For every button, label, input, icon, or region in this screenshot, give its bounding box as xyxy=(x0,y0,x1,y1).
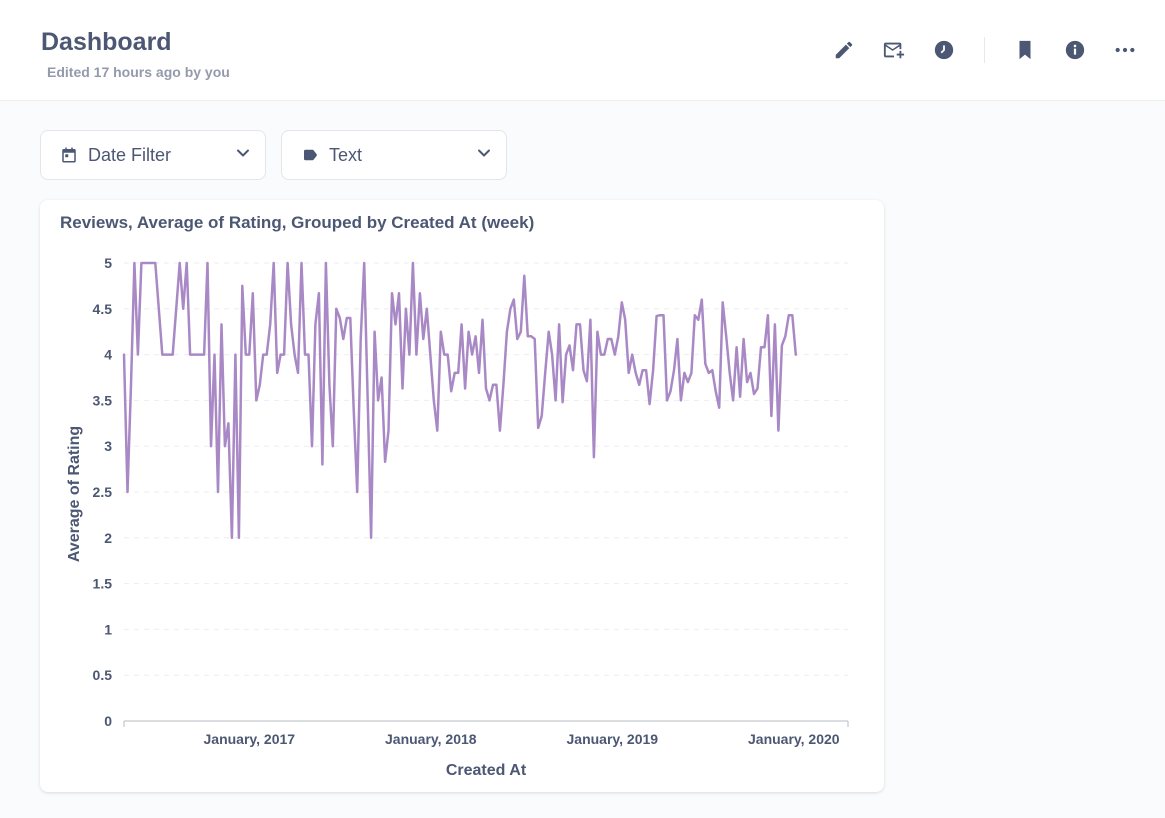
info-icon xyxy=(1065,40,1085,60)
x-tick-label: January, 2019 xyxy=(567,731,659,747)
date-filter-label: Date Filter xyxy=(88,144,172,165)
y-tick-label: 3.5 xyxy=(93,392,113,408)
y-tick-label: 0 xyxy=(104,713,112,729)
card-title[interactable]: Reviews, Average of Rating, Grouped by C… xyxy=(60,213,535,232)
dashboard-header: Dashboard Edited 17 hours ago by you xyxy=(0,0,1165,101)
y-axis: 0 0.5 1 1.5 2 2.5 3 3.5 4 4.5 5 xyxy=(93,255,113,729)
calendar-icon xyxy=(59,145,79,165)
x-tick-label: January, 2018 xyxy=(385,731,477,747)
tag-icon xyxy=(300,145,320,165)
x-axis-label: Created At xyxy=(446,762,527,779)
y-tick-label: 2.5 xyxy=(93,484,113,500)
y-tick-label: 1.5 xyxy=(93,576,113,592)
text-filter-label: Text xyxy=(329,144,363,165)
y-axis-label: Average of Rating xyxy=(66,426,83,562)
y-tick-label: 4 xyxy=(104,347,112,363)
chevron-down-icon xyxy=(235,145,251,166)
last-edited-info: Edited 17 hours ago by you xyxy=(47,64,230,80)
x-tick-label: January, 2017 xyxy=(204,731,296,747)
y-tick-label: 3 xyxy=(104,438,112,454)
x-tick-label: January, 2020 xyxy=(748,731,840,747)
more-button[interactable] xyxy=(1111,36,1139,64)
bookmark-button[interactable] xyxy=(1011,36,1039,64)
y-tick-label: 2 xyxy=(104,530,112,546)
y-tick-label: 0.5 xyxy=(93,667,113,683)
header-actions xyxy=(830,36,1139,64)
dashcard-line-chart[interactable]: Reviews, Average of Rating, Grouped by C… xyxy=(40,200,884,792)
subscribe-button[interactable] xyxy=(880,36,908,64)
edit-button[interactable] xyxy=(830,36,858,64)
x-axis: January, 2017 January, 2018 January, 2019 J… xyxy=(123,720,849,747)
chevron-down-icon xyxy=(476,145,492,166)
line-chart: 00.511.522.533.544.55 January, 2017 Janua… xyxy=(66,255,849,779)
mail-add-icon xyxy=(883,42,905,59)
page-title: Dashboard xyxy=(41,28,172,56)
y-tick-label: 1 xyxy=(104,621,112,637)
ellipsis-icon xyxy=(1115,47,1135,53)
series-line[interactable] xyxy=(122,261,798,540)
y-tick-label: 5 xyxy=(104,255,112,271)
date-filter-widget[interactable]: Date Filter xyxy=(40,130,266,180)
y-tick-label: 4.5 xyxy=(93,301,113,317)
header-divider xyxy=(984,37,985,63)
history-button[interactable] xyxy=(930,36,958,64)
text-filter-widget[interactable]: Text xyxy=(281,130,507,180)
pencil-icon xyxy=(835,41,853,59)
bookmark-icon xyxy=(1019,40,1031,60)
info-button[interactable] xyxy=(1061,36,1089,64)
clock-icon xyxy=(934,40,954,60)
